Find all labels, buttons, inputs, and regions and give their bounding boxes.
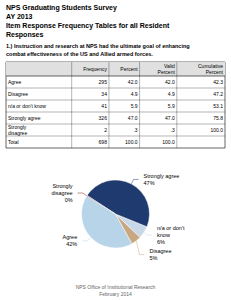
svg-text:5.9: 5.9 bbox=[131, 103, 138, 109]
svg-text:NPS Office of Institutional Re: NPS Office of Institutional Research bbox=[76, 284, 156, 290]
svg-text:February 2014: February 2014 bbox=[99, 291, 132, 297]
svg-text:Total: Total bbox=[8, 139, 19, 145]
svg-text:know: know bbox=[157, 232, 170, 238]
svg-text:698: 698 bbox=[99, 139, 108, 145]
svg-text:100.0: 100.0 bbox=[210, 127, 223, 133]
svg-text:NPS Graduating Students Survey: NPS Graduating Students Survey bbox=[6, 4, 117, 12]
svg-text:Valid: Valid bbox=[164, 63, 175, 69]
svg-text:4.9: 4.9 bbox=[168, 91, 175, 97]
svg-text:Agree: Agree bbox=[63, 234, 78, 240]
svg-text:combat effectiveness of the US: combat effectiveness of the US and Allie… bbox=[6, 51, 153, 57]
svg-text:Strongly: Strongly bbox=[8, 124, 27, 130]
svg-text:Disagree: Disagree bbox=[8, 91, 28, 97]
svg-text:6%: 6% bbox=[157, 239, 165, 245]
svg-text:.3: .3 bbox=[171, 127, 175, 133]
svg-text:disagree: disagree bbox=[8, 130, 27, 136]
svg-text:47.0: 47.0 bbox=[128, 115, 138, 121]
svg-text:Frequency: Frequency bbox=[83, 66, 107, 72]
svg-text:100.0: 100.0 bbox=[125, 139, 138, 145]
svg-text:Strongly: Strongly bbox=[52, 183, 72, 189]
svg-text:Disagree: Disagree bbox=[149, 248, 171, 254]
svg-text:.3: .3 bbox=[133, 127, 137, 133]
svg-text:n/a or don't: n/a or don't bbox=[157, 225, 185, 231]
svg-text:disagree: disagree bbox=[52, 190, 73, 196]
svg-text:Item Response Frequency Tables: Item Response Frequency Tables for all R… bbox=[6, 22, 170, 30]
svg-text:42.0: 42.0 bbox=[165, 79, 175, 85]
svg-text:2: 2 bbox=[104, 127, 107, 133]
svg-text:AY 2013: AY 2013 bbox=[6, 13, 33, 20]
svg-text:100.0: 100.0 bbox=[162, 139, 175, 145]
svg-text:Strongly agree: Strongly agree bbox=[8, 115, 41, 121]
svg-text:4.9: 4.9 bbox=[131, 91, 138, 97]
svg-text:47%: 47% bbox=[144, 180, 155, 186]
svg-text:Agree: Agree bbox=[8, 79, 22, 85]
svg-text:295: 295 bbox=[99, 79, 108, 85]
svg-text:Responses: Responses bbox=[6, 31, 43, 39]
svg-text:Percent: Percent bbox=[206, 69, 224, 75]
svg-text:47.0: 47.0 bbox=[165, 115, 175, 121]
svg-text:42%: 42% bbox=[66, 241, 77, 247]
svg-text:41: 41 bbox=[101, 103, 107, 109]
svg-text:0%: 0% bbox=[65, 197, 73, 203]
svg-text:Cumulative: Cumulative bbox=[198, 63, 223, 69]
svg-text:Percent: Percent bbox=[120, 66, 138, 72]
svg-text:34: 34 bbox=[101, 91, 107, 97]
svg-text:Percent: Percent bbox=[158, 69, 176, 75]
svg-text:47.2: 47.2 bbox=[213, 91, 223, 97]
svg-text:5%: 5% bbox=[149, 255, 157, 261]
svg-text:75.8: 75.8 bbox=[213, 115, 223, 121]
svg-text:5.9: 5.9 bbox=[168, 103, 175, 109]
svg-text:1.) Instruction and research a: 1.) Instruction and research at NPS had … bbox=[6, 43, 190, 49]
svg-text:42.0: 42.0 bbox=[128, 79, 138, 85]
svg-text:42.3: 42.3 bbox=[213, 79, 223, 85]
svg-text:53.1: 53.1 bbox=[213, 103, 223, 109]
svg-text:Strongly agree: Strongly agree bbox=[144, 173, 180, 179]
svg-text:n/a or don't know: n/a or don't know bbox=[8, 103, 46, 109]
svg-text:326: 326 bbox=[99, 115, 108, 121]
